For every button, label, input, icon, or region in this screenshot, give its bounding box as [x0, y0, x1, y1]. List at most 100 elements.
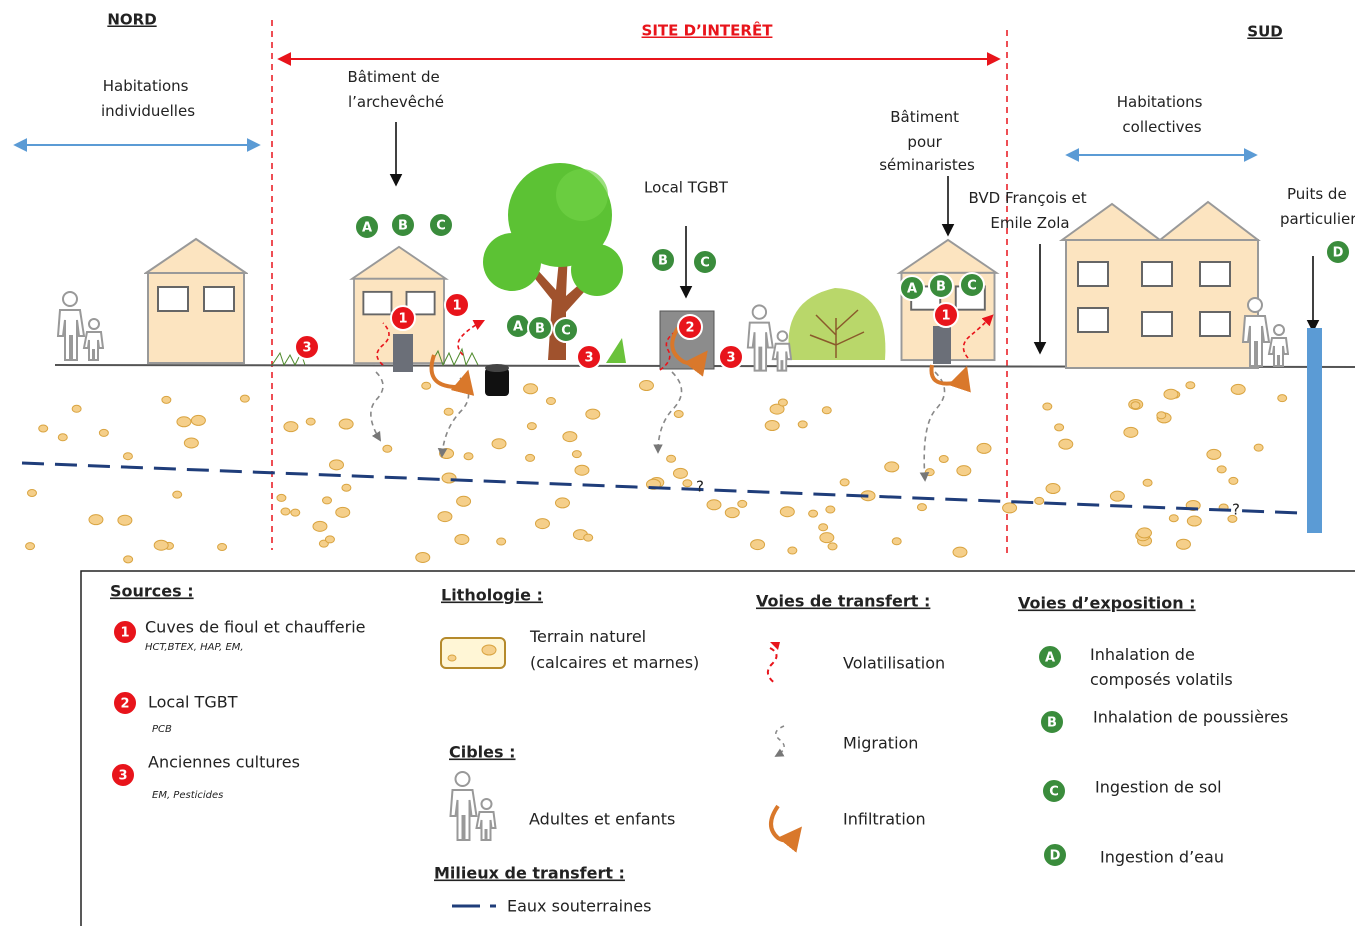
- pebble: [39, 425, 48, 432]
- label-line: collectives: [1122, 118, 1201, 136]
- pebble: [1131, 402, 1140, 409]
- pebble: [336, 507, 350, 517]
- source-substances: HCT,BTEX, HAP, EM,: [145, 642, 244, 653]
- badge-text: B: [1047, 716, 1057, 731]
- badge-text: 1: [452, 299, 461, 314]
- pebble: [457, 496, 471, 506]
- label-line: Bâtiment: [890, 108, 959, 126]
- badge-text: 3: [726, 351, 735, 366]
- tree: [483, 163, 623, 360]
- badge-text: D: [1050, 849, 1061, 864]
- exposure-badge: D: [1043, 843, 1067, 867]
- pebble: [957, 466, 971, 476]
- archbishop-label: Bâtiment de l’archevêché: [347, 68, 444, 111]
- exposure-label: Ingestion d’eau: [1100, 848, 1224, 867]
- pebble: [240, 395, 249, 402]
- exposure-badge: A: [1038, 645, 1062, 669]
- south-label: SUD: [1247, 23, 1282, 41]
- source-badge: 2: [678, 315, 702, 339]
- pebble: [455, 534, 469, 544]
- migration-icon: [776, 726, 784, 756]
- collective-building-part-part: [1200, 312, 1230, 336]
- collective-building-part-part: [1142, 262, 1172, 286]
- volatilisation-icon: [768, 648, 777, 684]
- badge-text: A: [362, 221, 372, 236]
- pebble: [584, 534, 593, 541]
- pebble: [218, 543, 227, 550]
- badge-text: 2: [120, 697, 129, 712]
- tgbt-label: Local TGBT: [644, 179, 729, 197]
- source-label: Cuves de fioul et chaufferie: [145, 618, 366, 637]
- badge-text: B: [936, 280, 946, 295]
- plant: [606, 338, 626, 363]
- pebble: [546, 397, 555, 404]
- pebble: [1229, 477, 1238, 484]
- pebble: [177, 417, 191, 427]
- badge-text: C: [967, 279, 977, 294]
- pebble: [162, 396, 171, 403]
- pebble: [535, 519, 549, 529]
- people-icon: [451, 772, 496, 840]
- pebble: [1055, 424, 1064, 431]
- pebble: [1164, 389, 1178, 399]
- pebble: [820, 533, 834, 543]
- pebble: [828, 543, 837, 550]
- pebble: [154, 540, 168, 550]
- migration-part: [371, 372, 383, 440]
- pebble: [826, 506, 835, 513]
- pebble: [526, 454, 535, 461]
- pebble: [788, 547, 797, 554]
- pebble: [765, 421, 779, 431]
- pebble: [118, 515, 132, 525]
- pebble: [1157, 412, 1166, 419]
- pebble: [1124, 427, 1138, 437]
- pebble: [840, 479, 849, 486]
- label-line: (calcaires et marnes): [530, 653, 699, 672]
- legend-title: Cibles :: [449, 743, 516, 762]
- source-badge: 3: [577, 345, 601, 369]
- label-line: Puits de: [1287, 185, 1347, 203]
- badge-text: 3: [302, 341, 311, 356]
- exposure-badge: B: [391, 213, 415, 237]
- exposure-label: Inhalation de poussières: [1093, 708, 1288, 727]
- exposure-badge: D: [1326, 240, 1350, 264]
- source-badge: 3: [295, 335, 319, 359]
- label-line: l’archevêché: [348, 93, 444, 111]
- pebble: [575, 465, 589, 475]
- tree-part: [571, 244, 623, 296]
- source-badge: 3: [719, 345, 743, 369]
- pebble: [72, 405, 81, 412]
- badge-text: A: [907, 282, 917, 297]
- collective-building-part-part: [1078, 308, 1108, 332]
- source-label: Local TGBT: [148, 693, 238, 712]
- transfer-route-label: Migration: [843, 734, 918, 753]
- source-substances: PCB: [152, 724, 172, 735]
- collective-building-part: [1066, 240, 1258, 368]
- transfer-route-label: Volatilisation: [843, 654, 945, 673]
- fuel-tank: [933, 326, 951, 364]
- pebble: [191, 415, 205, 425]
- north-label: NORD: [107, 11, 156, 29]
- pebble: [524, 384, 538, 394]
- pebble: [674, 410, 683, 417]
- pebble: [58, 434, 67, 441]
- pebble: [422, 382, 431, 389]
- boulevard-label: BVD François et Emile Zola: [969, 189, 1092, 232]
- pebble: [683, 480, 692, 487]
- exposure-badge: C: [1042, 779, 1066, 803]
- pebble: [1278, 395, 1287, 402]
- pebble: [184, 438, 198, 448]
- pebble: [1217, 466, 1226, 473]
- badge-text: 2: [685, 321, 694, 336]
- seminarian-label: Bâtiment pour séminaristes: [879, 108, 975, 174]
- pebble: [1137, 528, 1151, 538]
- badge-text: C: [436, 219, 446, 234]
- lithology-swatch-part: [482, 645, 496, 655]
- label-line: Emile Zola: [990, 214, 1069, 232]
- pebble: [342, 484, 351, 491]
- pebble: [822, 407, 831, 414]
- legend-title: Milieux de transfert :: [434, 864, 625, 883]
- pebble: [284, 422, 298, 432]
- badge-text: 1: [120, 626, 129, 641]
- buried-tank-part: [485, 368, 509, 396]
